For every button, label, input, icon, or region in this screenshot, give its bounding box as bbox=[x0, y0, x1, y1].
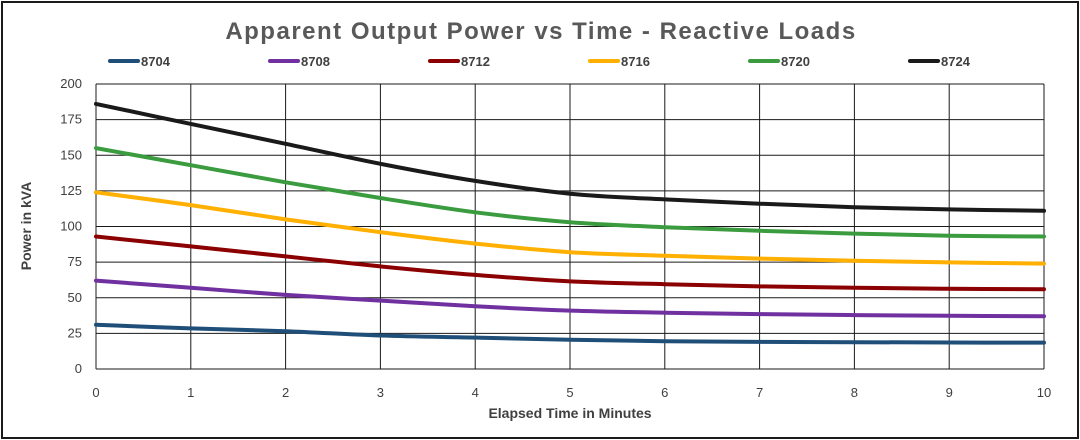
x-tick-label: 10 bbox=[1037, 385, 1051, 400]
y-tick-label: 0 bbox=[75, 361, 82, 376]
x-tick-label: 0 bbox=[92, 385, 99, 400]
series-line-8716 bbox=[94, 190, 1046, 266]
y-tick-label: 75 bbox=[68, 254, 82, 269]
legend-label: 8720 bbox=[781, 54, 810, 69]
grid bbox=[95, 83, 1045, 370]
series-line-8724 bbox=[94, 101, 1046, 213]
chart-title: Apparent Output Power vs Time - Reactive… bbox=[225, 18, 856, 45]
x-tick-label: 5 bbox=[566, 385, 573, 400]
series-line-8720 bbox=[94, 146, 1046, 239]
x-tick-label: 4 bbox=[472, 385, 479, 400]
y-tick-label: 100 bbox=[60, 219, 82, 234]
y-tick-label: 175 bbox=[60, 112, 82, 127]
series-line-8704 bbox=[94, 322, 1046, 345]
legend-label: 8712 bbox=[461, 54, 490, 69]
series-layer bbox=[94, 101, 1046, 345]
y-axis-label: Power in kVA bbox=[18, 182, 34, 270]
legend-label: 8724 bbox=[941, 54, 971, 69]
y-tick-labels: 0 25 50 75 100 125 150 175 200 bbox=[60, 76, 82, 376]
legend-label: 8704 bbox=[141, 54, 171, 69]
series-line-8712 bbox=[94, 234, 1046, 292]
x-tick-label: 7 bbox=[756, 385, 763, 400]
x-tick-label: 2 bbox=[282, 385, 289, 400]
y-tick-label: 150 bbox=[60, 147, 82, 162]
y-tick-label: 125 bbox=[60, 183, 82, 198]
x-tick-label: 8 bbox=[851, 385, 858, 400]
x-axis-label: Elapsed Time in Minutes bbox=[488, 405, 651, 421]
legend-label: 8716 bbox=[621, 54, 650, 69]
y-tick-label: 200 bbox=[60, 76, 82, 91]
y-tick-label: 25 bbox=[68, 325, 82, 340]
x-tick-label: 1 bbox=[187, 385, 194, 400]
legend-label: 8708 bbox=[301, 54, 330, 69]
x-tick-label: 6 bbox=[661, 385, 668, 400]
x-tick-labels: 0 1 2 3 4 5 6 7 8 9 10 bbox=[92, 385, 1051, 400]
y-tick-label: 50 bbox=[68, 290, 82, 305]
legend: 8704 8708 8712 8716 8720 8724 bbox=[108, 54, 971, 69]
series-line-8708 bbox=[94, 278, 1046, 319]
x-tick-label: 9 bbox=[946, 385, 953, 400]
x-tick-label: 3 bbox=[377, 385, 384, 400]
